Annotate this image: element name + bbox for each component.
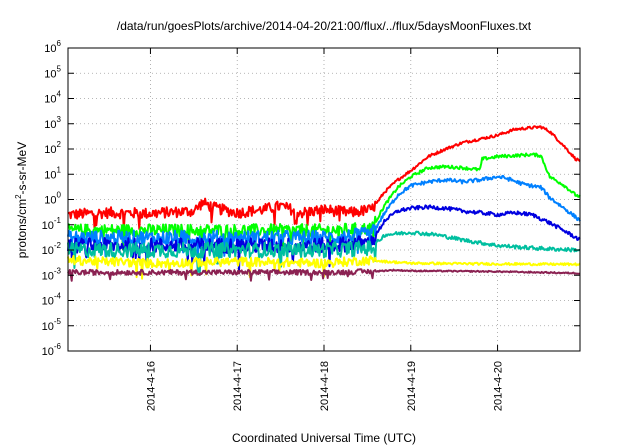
chart-title: /data/run/goesPlots/archive/2014-04-20/2… [117, 19, 532, 33]
y-tick-exponent: 3 [57, 115, 62, 124]
y-tick-base: 10 [42, 220, 54, 232]
axis-ticks: 10-610-510-410-310-210-11001011021031041… [42, 39, 580, 411]
y-tick-label: 105 [44, 64, 61, 80]
x-tick-label: 2014-4-20 [493, 361, 505, 411]
y-tick-exponent: 6 [57, 39, 62, 48]
y-tick-exponent: -2 [54, 241, 62, 250]
flux-series-line-3 [67, 174, 581, 265]
y-tick-base: 10 [44, 43, 56, 55]
flux-series-line-7 [67, 268, 581, 282]
y-tick-label: 10-5 [42, 317, 62, 333]
x-tick-label: 2014-4-18 [319, 361, 331, 411]
y-axis-label-main: protons/cm [15, 199, 29, 258]
y-tick-base: 10 [42, 245, 54, 257]
x-axis-label: Coordinated Universal Time (UTC) [232, 431, 416, 445]
x-tick-label: 2014-4-16 [145, 361, 157, 411]
y-tick-label: 100 [44, 191, 61, 207]
y-tick-exponent: 4 [57, 90, 62, 99]
series-lines [67, 125, 581, 282]
y-tick-label: 10-2 [42, 241, 62, 257]
y-tick-label: 104 [44, 90, 61, 106]
y-tick-exponent: 1 [57, 165, 62, 174]
y-tick-exponent: -1 [54, 216, 62, 225]
y-tick-label: 106 [44, 39, 61, 55]
x-tick-label: 2014-4-19 [406, 361, 418, 411]
y-tick-base: 10 [44, 94, 56, 106]
y-tick-base: 10 [42, 296, 54, 308]
y-tick-label: 10-3 [42, 266, 62, 282]
y-tick-exponent: -3 [54, 266, 62, 275]
y-tick-base: 10 [44, 144, 56, 156]
y-tick-exponent: -4 [54, 292, 62, 301]
y-axis-label: protons/cm2-s-sr-MeV [14, 142, 29, 258]
y-tick-base: 10 [42, 346, 54, 358]
y-tick-exponent: -5 [54, 317, 62, 326]
flux-series-line-1 [67, 125, 581, 230]
y-tick-label: 101 [44, 165, 61, 181]
x-tick-label: 2014-4-17 [232, 361, 244, 411]
y-tick-label: 10-4 [42, 292, 62, 308]
y-tick-exponent: 5 [57, 64, 62, 73]
y-tick-label: 10-6 [42, 342, 62, 358]
y-tick-base: 10 [42, 270, 54, 282]
y-tick-label: 102 [44, 140, 61, 156]
y-tick-base: 10 [44, 195, 56, 207]
flux-series-line-2 [67, 152, 581, 254]
grid-lines [68, 48, 580, 351]
y-tick-base: 10 [44, 68, 56, 80]
flux-series-line-5 [67, 230, 581, 276]
y-tick-exponent: 0 [57, 191, 62, 200]
y-tick-exponent: 2 [57, 140, 62, 149]
y-tick-label: 103 [44, 115, 61, 131]
y-tick-base: 10 [44, 169, 56, 181]
y-tick-base: 10 [42, 321, 54, 333]
y-axis-label-rest: -s-sr-MeV [15, 142, 29, 195]
y-tick-label: 10-1 [42, 216, 62, 232]
y-tick-exponent: -6 [54, 342, 62, 351]
y-axis-label-sup: 2 [14, 194, 23, 199]
y-tick-base: 10 [44, 119, 56, 131]
